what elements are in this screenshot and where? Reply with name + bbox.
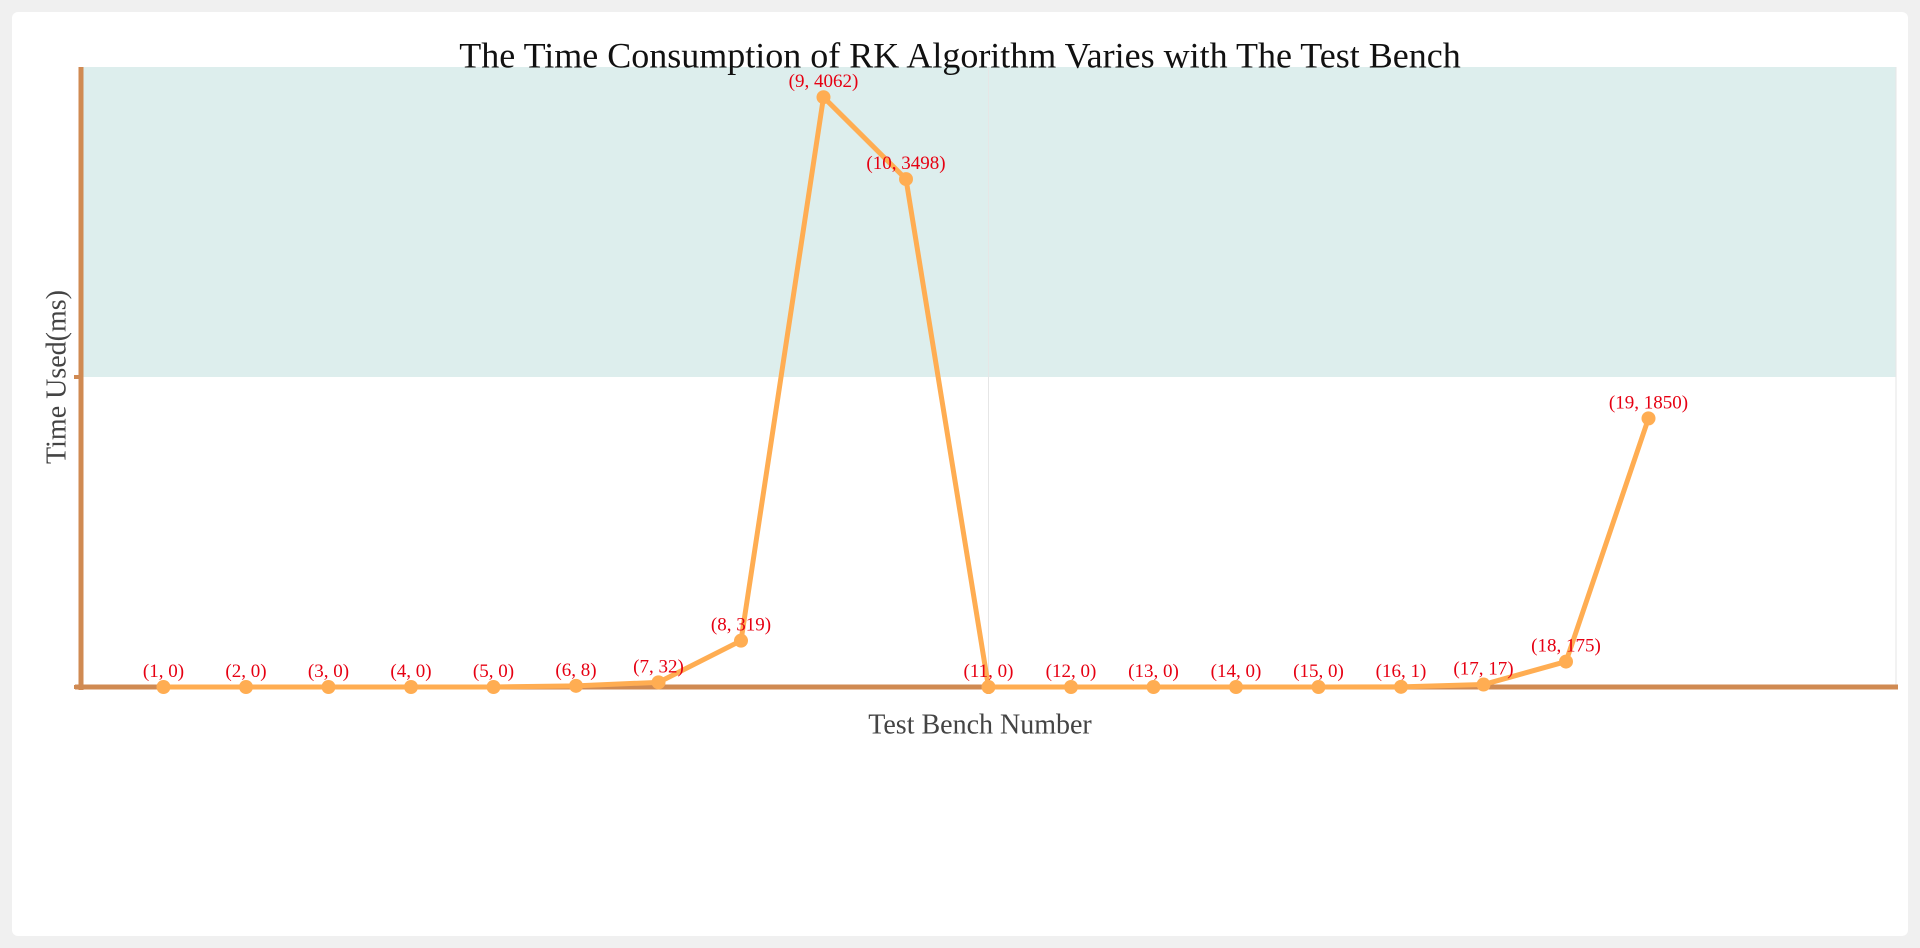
data-label: (12, 0) bbox=[1046, 661, 1097, 682]
data-label: (13, 0) bbox=[1128, 661, 1179, 682]
data-point bbox=[1559, 654, 1573, 669]
data-point bbox=[734, 633, 748, 648]
data-label: (17, 17) bbox=[1453, 659, 1513, 680]
data-point bbox=[1146, 680, 1161, 694]
line-chart: (1, 0) (2, 0) (3, 0) (4, 0) (5, 0) (6, 8) (7, … bbox=[41, 35, 1898, 740]
chart-title: The Time Consumption of RK Algorithm Var… bbox=[459, 35, 1460, 75]
y-axis-title: Time Used(ms) bbox=[41, 290, 72, 464]
data-point bbox=[1476, 677, 1491, 692]
data-label: (3, 0) bbox=[308, 661, 349, 682]
data-label: (6, 8) bbox=[555, 660, 596, 681]
data-label: (15, 0) bbox=[1293, 661, 1344, 682]
chart-card: (1, 0) (2, 0) (3, 0) (4, 0) (5, 0) (6, 8) (7, … bbox=[12, 12, 1908, 936]
data-label: (5, 0) bbox=[473, 661, 514, 682]
data-point bbox=[981, 680, 996, 694]
data-label: (2, 0) bbox=[225, 661, 266, 682]
data-point bbox=[569, 678, 583, 693]
data-point bbox=[899, 172, 913, 187]
data-point bbox=[1311, 680, 1326, 694]
data-label: (9, 4062) bbox=[789, 71, 859, 92]
data-label: (7, 32) bbox=[633, 656, 684, 677]
data-point bbox=[1229, 680, 1243, 694]
data-label: (16, 1) bbox=[1376, 661, 1427, 682]
data-label: (14, 0) bbox=[1211, 661, 1262, 682]
x-axis-title: Test Bench Number bbox=[868, 709, 1092, 740]
data-label: (18, 175) bbox=[1531, 636, 1601, 657]
data-point bbox=[651, 675, 666, 690]
series-group bbox=[156, 90, 1656, 694]
data-point bbox=[1394, 679, 1408, 694]
data-label: (11, 0) bbox=[964, 661, 1014, 682]
data-label: (1, 0) bbox=[143, 661, 184, 682]
data-point bbox=[156, 680, 171, 694]
data-label: (8, 319) bbox=[711, 615, 771, 636]
data-label: (10, 3498) bbox=[866, 153, 945, 174]
data-point bbox=[816, 90, 831, 105]
data-point bbox=[239, 680, 253, 694]
point-label-group: (1, 0) (2, 0) (3, 0) (4, 0) (5, 0) (6, 8) (7, … bbox=[143, 71, 1688, 682]
data-label: (19, 1850) bbox=[1609, 392, 1688, 413]
data-point bbox=[1641, 411, 1656, 426]
data-label: (4, 0) bbox=[390, 661, 431, 682]
data-point bbox=[486, 680, 501, 694]
data-point bbox=[1064, 680, 1078, 694]
data-point bbox=[404, 680, 418, 694]
data-point bbox=[321, 680, 336, 694]
